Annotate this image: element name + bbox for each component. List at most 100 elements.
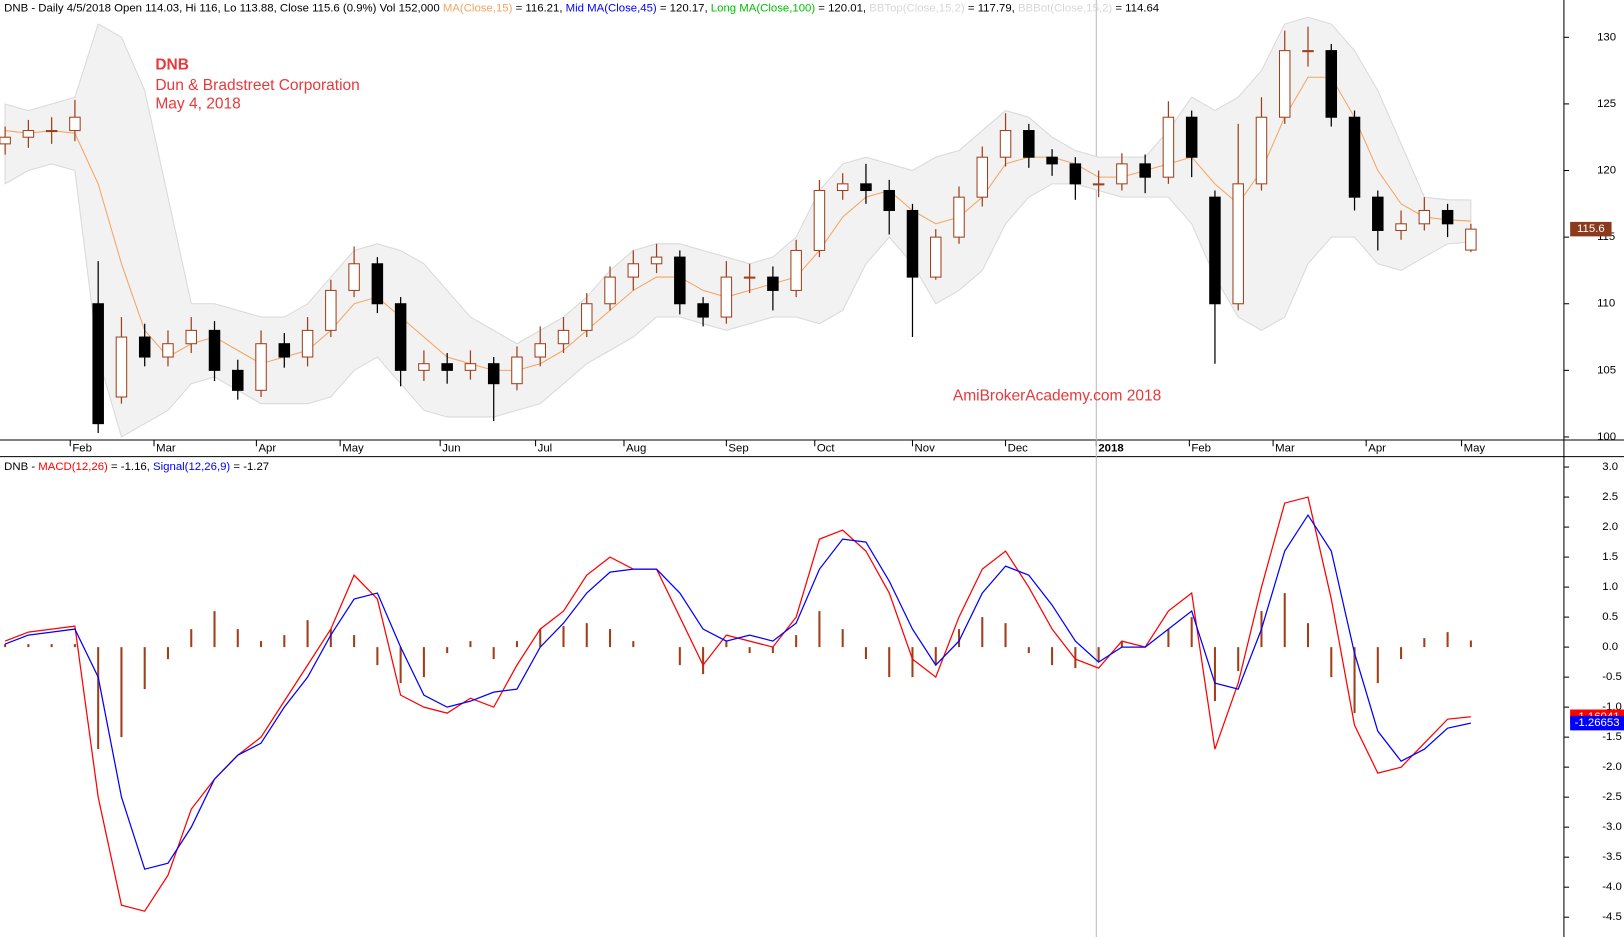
candle-body xyxy=(767,276,779,291)
annotation: Dun & Bradstreet Corporation xyxy=(155,77,359,94)
header-segment: Signal(12,26,9) xyxy=(153,461,230,473)
x-tick-label: Oct xyxy=(817,442,836,454)
candle-body xyxy=(1162,116,1175,178)
x-tick-label: May xyxy=(342,442,364,454)
x-tick-label: Mar xyxy=(156,442,176,454)
y-tick-label: -0.5 xyxy=(1602,671,1622,683)
candle-body xyxy=(22,130,35,138)
candle-body xyxy=(464,363,477,371)
candle-body xyxy=(255,343,267,391)
candle-body xyxy=(557,329,570,345)
indicator-line xyxy=(4,513,1471,870)
annotation: DNB xyxy=(155,56,189,73)
header-segment: DNB - Daily 4/5/2018 Open 114.03, Hi 116… xyxy=(4,2,443,14)
header-segment: DNB - xyxy=(4,461,38,473)
candle-body xyxy=(790,249,802,291)
candle-body xyxy=(743,276,756,279)
candle-body xyxy=(1418,209,1431,225)
annotation: May 4, 2018 xyxy=(155,96,240,113)
annotation: AmiBrokerAcademy.com 2018 xyxy=(953,388,1161,405)
candle-body xyxy=(1255,116,1268,185)
y-tick-label: 110 xyxy=(1597,298,1615,310)
candle-body xyxy=(813,189,826,251)
y-tick-label: 3.0 xyxy=(1602,461,1618,473)
header-segment: BBBot(Close,15,2) xyxy=(1018,2,1112,14)
candle-body xyxy=(1395,223,1407,231)
x-tick-label: Nov xyxy=(915,442,936,454)
candle-body xyxy=(69,116,81,132)
candle-body xyxy=(185,329,197,345)
candle-body xyxy=(1139,163,1151,178)
panel-header: DNB - MACD(12,26) = -1.16, Signal(12,26,… xyxy=(4,461,269,473)
header-segment: BBTop(Close,15,2) xyxy=(869,2,965,14)
x-tick-label: May xyxy=(1464,442,1486,454)
candle-body xyxy=(1278,50,1291,118)
y-tick-label: 130 xyxy=(1597,31,1616,43)
candle-body xyxy=(278,343,291,358)
candle-body xyxy=(627,263,640,278)
moving-average xyxy=(5,76,1471,371)
candle-body xyxy=(115,336,128,398)
x-tick-label: Apr xyxy=(1368,442,1386,454)
candle-body xyxy=(441,363,453,371)
candle-body xyxy=(45,130,58,133)
candle-body xyxy=(860,183,872,192)
x-tick-label: 2018 xyxy=(1098,442,1123,454)
candle-body xyxy=(953,196,965,238)
y-tick-label: 125 xyxy=(1597,98,1616,110)
candle-body xyxy=(487,363,500,385)
x-tick-label: Jul xyxy=(538,442,553,454)
y-tick-label: -1.0 xyxy=(1602,701,1622,713)
candle-body xyxy=(604,276,616,305)
candle-body xyxy=(138,336,151,358)
candle-body xyxy=(906,209,919,278)
candle-body xyxy=(720,276,733,318)
candle-body xyxy=(1209,196,1221,305)
x-tick-label: Aug xyxy=(626,442,646,454)
x-tick-label: Feb xyxy=(1191,442,1211,454)
x-tick-label: Mar xyxy=(1275,442,1295,454)
y-tick-label: -2.0 xyxy=(1602,761,1622,773)
header-segment: MACD(12,26) xyxy=(38,461,108,473)
candle-body xyxy=(1185,116,1198,158)
candle-body xyxy=(697,303,709,318)
header-segment: = -1.27 xyxy=(230,461,269,473)
y-tick-label: 2.0 xyxy=(1602,521,1618,533)
candle-body xyxy=(836,183,849,192)
candle-body xyxy=(534,343,546,358)
candle-body xyxy=(883,189,895,212)
candle-body xyxy=(371,263,384,305)
x-tick-label: Jun xyxy=(442,442,460,454)
candle-body xyxy=(929,236,942,278)
candle-body xyxy=(1441,209,1454,225)
header-segment: = -1.16, xyxy=(108,461,153,473)
y-tick-label: 100 xyxy=(1597,431,1616,443)
y-tick-label: 1.5 xyxy=(1602,551,1618,563)
y-tick-label: -4.0 xyxy=(1602,881,1622,893)
header-segment: = 114.64 xyxy=(1112,2,1159,14)
y-tick-label: -1.5 xyxy=(1602,731,1622,743)
candle-body xyxy=(674,256,686,305)
last-value-label: -1.26653 xyxy=(1575,717,1620,729)
candle-body xyxy=(1116,163,1128,185)
last-price-box xyxy=(1570,221,1612,237)
candle-body xyxy=(999,130,1012,158)
candle-body xyxy=(348,263,360,291)
header-segment: MA(Close,15) xyxy=(443,2,513,14)
y-tick-label: 1.0 xyxy=(1602,581,1618,593)
candle-body xyxy=(1092,183,1105,186)
candle-body xyxy=(1348,116,1361,198)
candle-body xyxy=(1325,50,1338,118)
last-value-box xyxy=(1570,715,1624,731)
x-tick-label: Feb xyxy=(72,442,92,454)
candle-body xyxy=(1465,228,1477,251)
y-tick-label: -2.5 xyxy=(1602,791,1622,803)
candle-body xyxy=(232,369,244,391)
header-segment: = 116.21, xyxy=(512,2,565,14)
x-tick-label: Apr xyxy=(258,442,276,454)
candle-body xyxy=(208,329,221,371)
candle-body xyxy=(301,329,314,358)
header-segment: Long MA(Close,100) xyxy=(711,2,816,14)
y-tick-label: -3.0 xyxy=(1602,821,1622,833)
